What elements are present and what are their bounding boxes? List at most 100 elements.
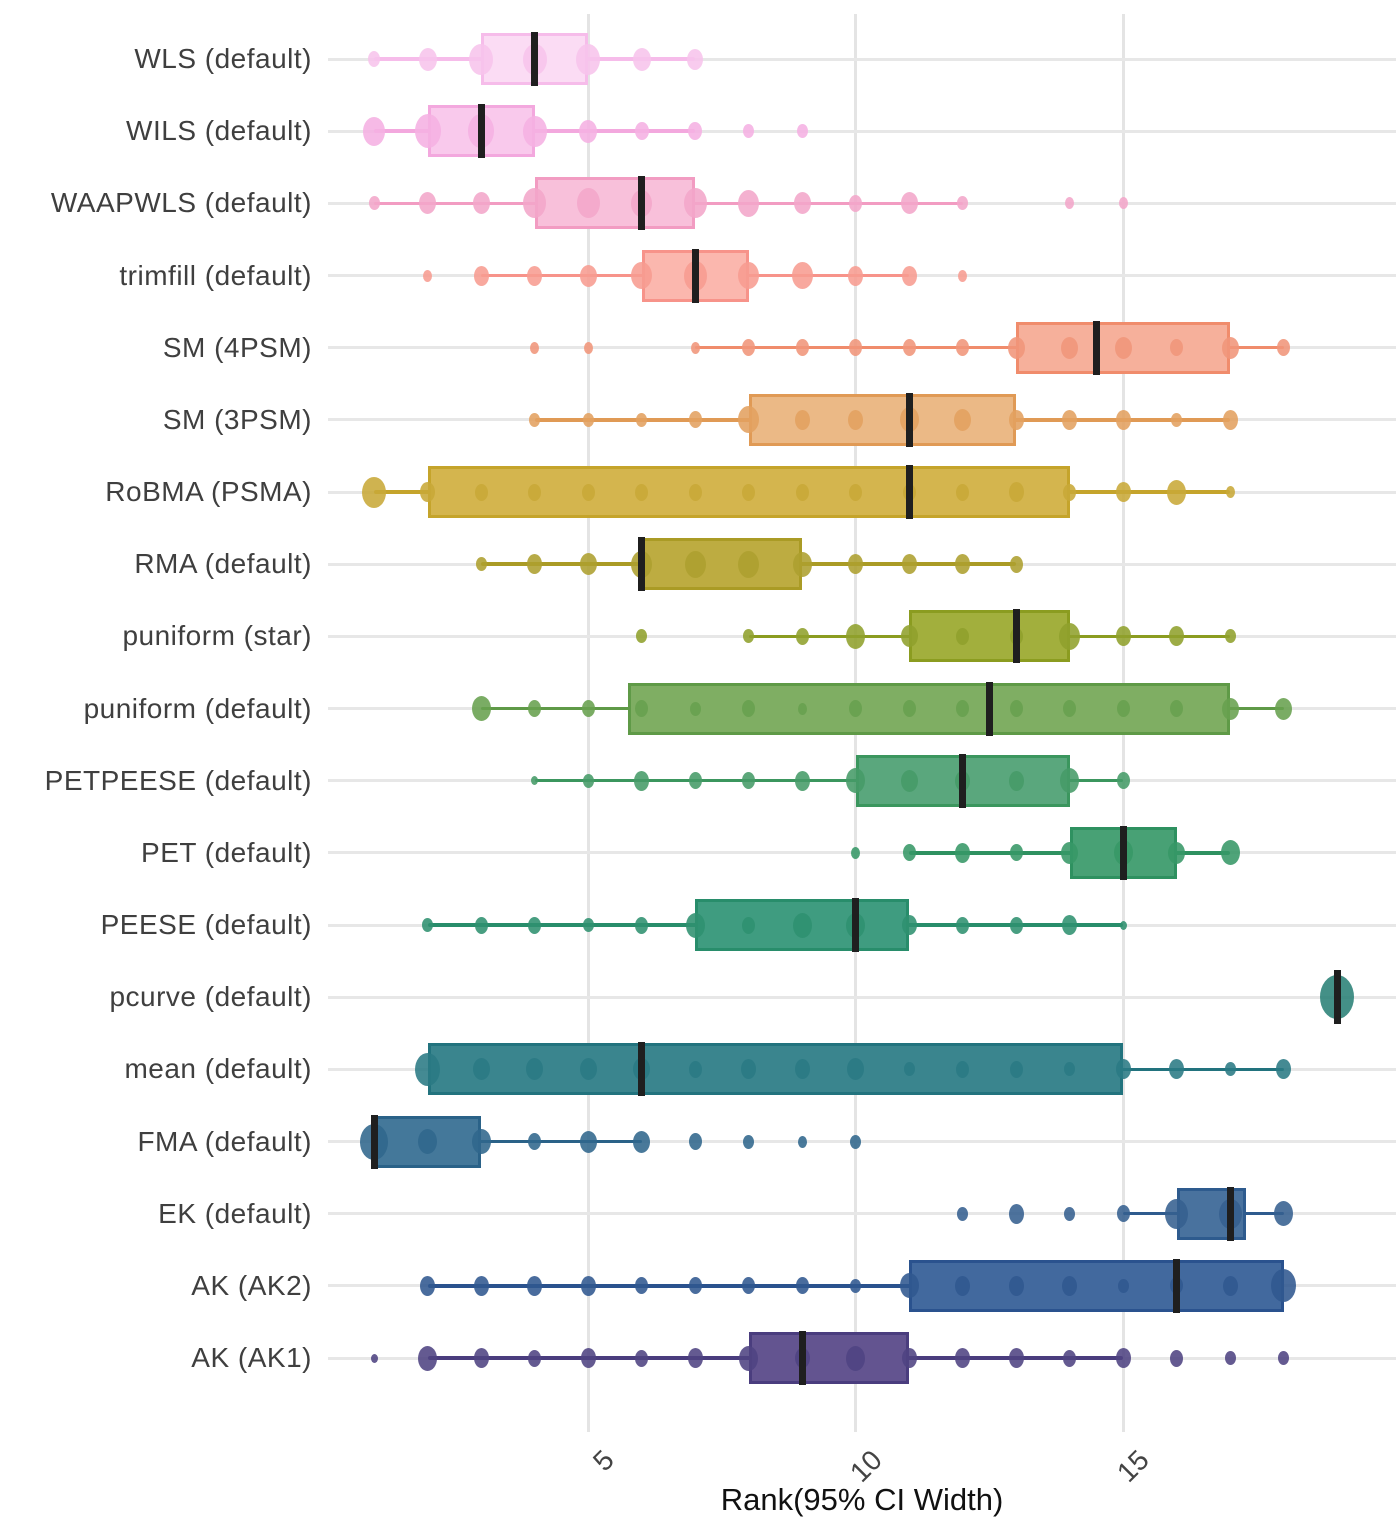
count-dot [850,1278,861,1293]
count-dot [580,1275,596,1296]
count-dot [1115,626,1131,647]
box [427,1043,1123,1096]
count-dot [1275,697,1292,720]
count-dot [846,768,865,794]
count-dot [847,1058,864,1081]
count-dot [636,412,647,427]
count-dot [527,554,542,575]
count-dot [1117,1278,1129,1293]
count-dot [474,483,488,501]
median-line [852,898,859,953]
median-line [1119,825,1127,880]
y-axis-label: puniform (star) [122,620,312,652]
count-dot [792,912,812,938]
whisker-line [534,778,1123,783]
y-axis-label: AK (AK1) [191,1342,312,1374]
count-dot [475,557,487,572]
y-axis-label: WILS (default) [126,115,312,147]
count-dot [1169,626,1184,647]
count-dot [1008,1348,1024,1369]
count-dot [1116,1205,1130,1223]
count-dot [582,412,594,427]
count-dot [688,411,702,429]
count-dot [688,1277,702,1295]
count-dot [743,124,754,139]
count-dot [1060,768,1079,794]
count-dot [632,47,651,71]
x-axis-title: Rank(95% CI Width) [720,1482,1004,1517]
count-dot [631,262,652,289]
count-dot [849,483,862,501]
count-dot [1167,479,1186,505]
count-dot [1009,1060,1023,1078]
count-dot [738,262,759,289]
count-dot [1064,1206,1075,1221]
count-dot [846,1345,865,1371]
y-axis-label: FMA (default) [137,1125,312,1157]
count-dot [1064,1062,1075,1077]
row-gridline [328,1212,1396,1216]
count-dot [1118,197,1128,210]
count-dot [742,1277,755,1295]
count-dot [1225,486,1235,499]
count-dot [849,700,862,718]
count-dot [473,1348,489,1369]
count-dot [688,1060,702,1078]
box [534,177,695,230]
count-dot [576,43,600,75]
y-axis-label: mean (default) [124,1053,312,1085]
y-axis-label: PETPEESE (default) [44,764,312,796]
count-dot [1008,1203,1024,1224]
count-dot [900,769,918,792]
count-dot [1119,920,1127,930]
count-dot [368,196,380,211]
count-dot [743,1134,754,1149]
count-dot [956,627,969,645]
median-line [798,1331,806,1386]
median-line [1333,970,1341,1025]
median-line [691,248,699,303]
count-dot [363,116,385,146]
count-dot [1065,197,1074,210]
count-dot [415,1052,440,1086]
count-dot [1277,339,1290,357]
count-dot [851,846,860,859]
count-dot [900,192,918,215]
count-dot [1224,1351,1236,1366]
count-dot [1224,629,1236,644]
count-dot [1009,916,1023,934]
y-axis-label: EK (default) [158,1197,312,1229]
count-dot [1062,915,1077,936]
box [641,538,802,591]
count-dot [1116,772,1130,790]
y-axis-label: puniform (default) [83,692,312,724]
count-dot [901,265,917,286]
count-dot [633,1130,650,1153]
count-dot [1168,841,1185,864]
count-dot [418,1345,437,1371]
y-axis-label: WLS (default) [134,43,312,74]
y-axis-label: AK (AK2) [191,1269,312,1301]
median-line [1226,1186,1234,1241]
count-dot [742,339,755,357]
count-dot [579,1058,597,1081]
count-dot [471,696,491,722]
count-dot [1116,700,1130,718]
count-dot [738,550,759,578]
row-gridline [328,851,1396,855]
y-axis-label: RMA (default) [134,548,312,580]
count-dot [900,625,918,648]
count-dot [635,483,648,501]
count-dot [635,700,648,718]
y-axis-label: WAAPWLS (default) [50,187,312,219]
count-dot [531,776,538,786]
y-axis-label: trimfill (default) [119,259,312,291]
median-line [477,104,485,159]
count-dot [418,1129,437,1155]
count-dot [528,1133,541,1151]
count-dot [580,1348,596,1369]
median-line [905,465,913,520]
count-dot [795,483,809,501]
count-dot [795,339,809,357]
count-dot [474,916,488,934]
